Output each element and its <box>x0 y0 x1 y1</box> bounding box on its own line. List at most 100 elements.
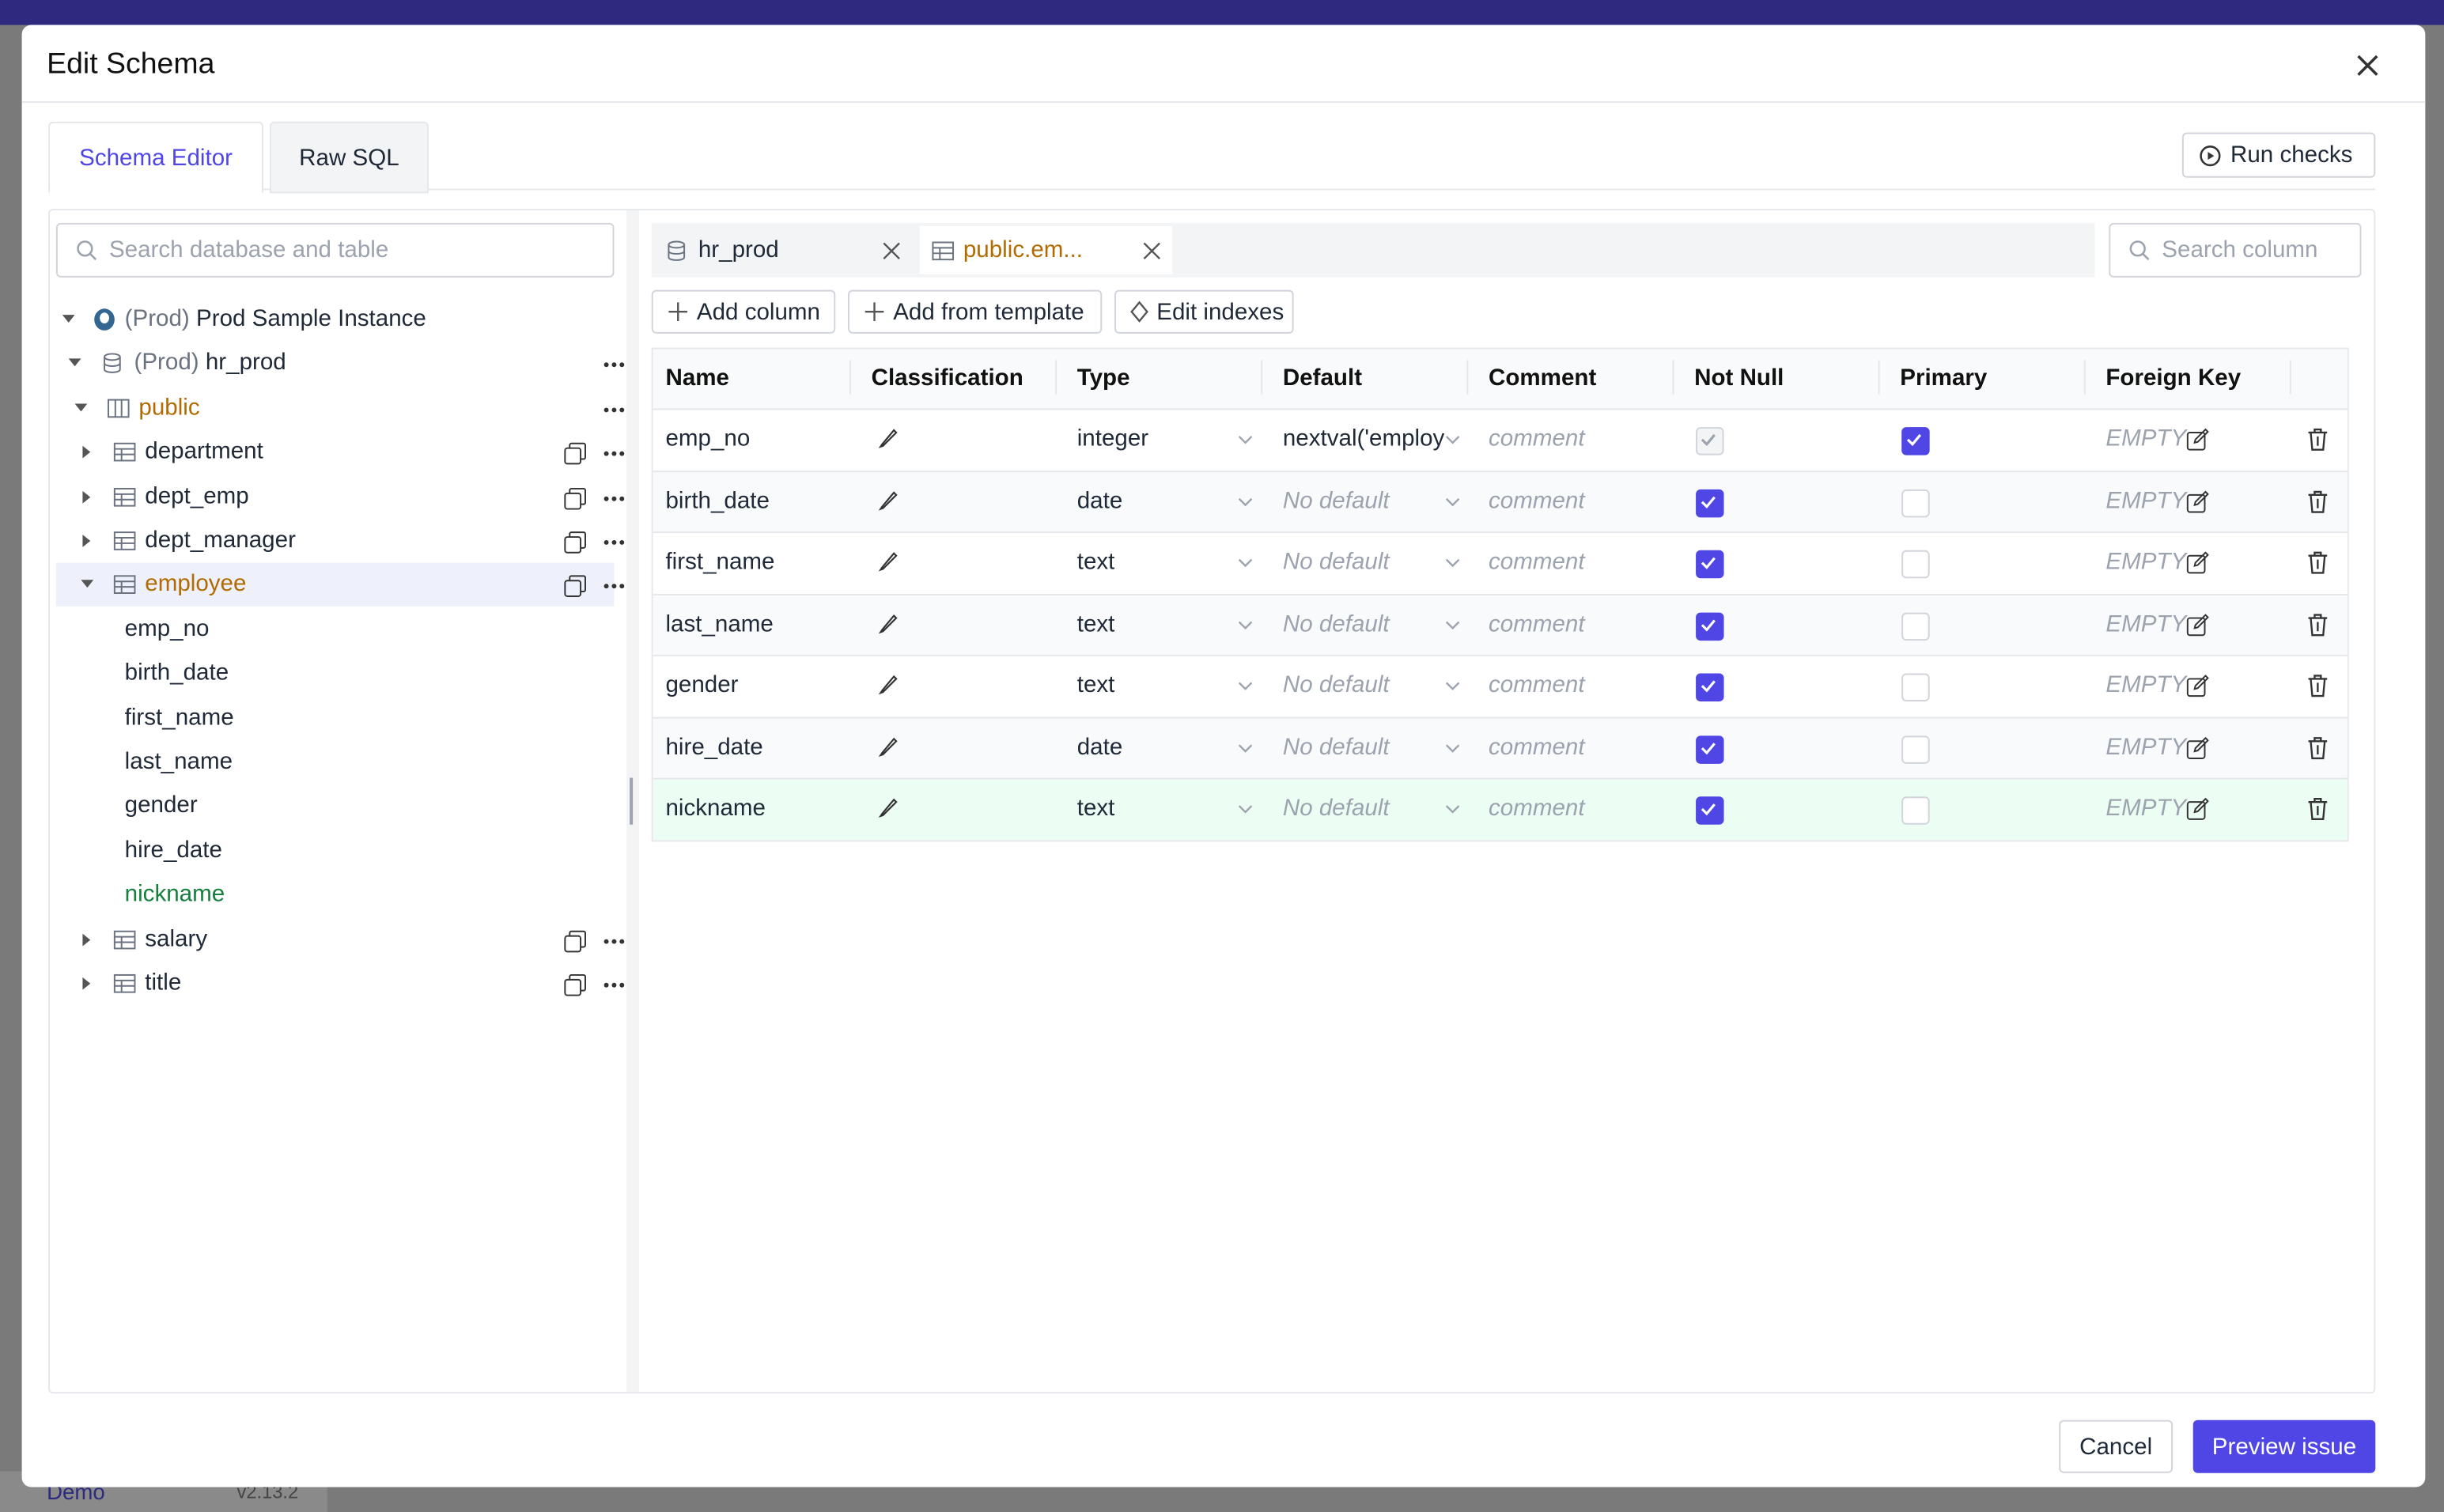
classification-edit <box>878 798 898 818</box>
node-name: first_name <box>124 704 234 731</box>
tab[interactable]: Raw SQL <box>269 121 429 194</box>
tree-node[interactable]: title <box>56 962 625 1005</box>
tree-node[interactable]: gender <box>56 784 614 828</box>
not-null-checkbox[interactable] <box>1696 796 1724 825</box>
primary-checkbox[interactable] <box>1901 735 1930 763</box>
run-checks-button[interactable]: Run checks <box>2181 132 2376 178</box>
not-null-checkbox[interactable] <box>1696 735 1724 763</box>
primary-checkbox[interactable] <box>1901 550 1930 579</box>
tree-node[interactable]: hire_date <box>56 829 614 872</box>
tree-label: hire_date <box>125 837 222 864</box>
primary-checkbox[interactable] <box>1901 796 1930 825</box>
column-default[interactable]: No default <box>1282 795 1390 822</box>
toolbar-button[interactable]: Add from template <box>848 289 1103 334</box>
tree-arrow <box>81 490 93 503</box>
button-label: Add column <box>696 298 820 325</box>
column-comment[interactable]: comment <box>1488 548 1585 576</box>
not-null-checkbox[interactable] <box>1696 488 1724 517</box>
button-icon-graphic <box>864 302 884 322</box>
table-row <box>653 716 2348 778</box>
column-default[interactable]: nextval('employ <box>1282 425 1445 452</box>
close-button[interactable] <box>2357 55 2379 77</box>
primary-checkbox[interactable] <box>1901 427 1930 455</box>
tree-label: (Prod) Prod Sample Instance <box>125 305 426 332</box>
column-type[interactable]: text <box>1076 548 1115 576</box>
tree-node[interactable]: employee <box>55 563 625 607</box>
node-name: salary <box>145 925 208 952</box>
tree-icon <box>113 928 136 951</box>
delete-button <box>2308 736 2328 759</box>
more-button-graphic <box>603 938 625 943</box>
tree-node[interactable]: birth_date <box>56 652 614 695</box>
tree-arrow-graphic <box>82 977 91 990</box>
tab-close-graphic <box>883 242 900 260</box>
column-default[interactable]: No default <box>1282 610 1390 637</box>
not-null-checkbox[interactable] <box>1696 611 1724 641</box>
column-comment[interactable]: comment <box>1488 671 1585 699</box>
copy-button <box>564 973 586 996</box>
column-type[interactable]: date <box>1076 486 1123 514</box>
type-dropdown <box>1238 435 1254 444</box>
column-comment[interactable]: comment <box>1488 733 1585 760</box>
not-null-checkbox[interactable] <box>1696 673 1724 702</box>
toolbar-button[interactable]: Edit indexes <box>1114 289 1294 334</box>
primary-checkbox[interactable] <box>1901 611 1930 641</box>
editor-tab[interactable]: public.em... <box>919 225 1172 274</box>
type-dropdown <box>1238 804 1254 814</box>
tree-node[interactable]: first_name <box>56 696 614 739</box>
tree-node[interactable]: nickname <box>56 873 614 917</box>
column-type[interactable]: text <box>1076 610 1115 637</box>
tree-node[interactable]: last_name <box>56 740 614 784</box>
column-type[interactable]: date <box>1076 733 1123 760</box>
column-search[interactable]: Search column <box>2109 222 2362 278</box>
button-icon-graphic <box>1130 301 1148 323</box>
column-type[interactable]: text <box>1076 795 1115 822</box>
primary-checkbox[interactable] <box>1901 488 1930 517</box>
tree-arrow-graphic <box>82 932 91 946</box>
tree-node[interactable]: (Prod) hr_prod <box>56 342 625 385</box>
preview-button[interactable]: Preview issue <box>2192 1419 2376 1473</box>
column-default[interactable]: No default <box>1282 671 1390 699</box>
node-name: birth_date <box>124 660 229 686</box>
column-default[interactable]: No default <box>1282 486 1390 514</box>
classification-edit <box>878 490 898 510</box>
delete-button-graphic <box>2308 675 2328 697</box>
splitter[interactable] <box>626 210 639 1393</box>
tree-label: emp_no <box>125 615 210 642</box>
tree-node[interactable]: dept_emp <box>56 474 625 518</box>
column-comment[interactable]: comment <box>1488 795 1585 822</box>
tree-arrow <box>81 977 93 990</box>
tree-node[interactable]: (Prod) Prod Sample Instance <box>56 297 614 341</box>
column-default[interactable]: No default <box>1282 548 1390 576</box>
divider <box>21 101 2426 104</box>
column-type[interactable]: integer <box>1076 425 1149 452</box>
env-prefix: (Prod) <box>134 350 199 376</box>
column-comment[interactable]: comment <box>1488 486 1585 514</box>
copy-button-graphic <box>564 576 586 598</box>
tree-label: dept_manager <box>145 527 296 554</box>
tree-node[interactable]: department <box>56 430 625 474</box>
tree-arrow-graphic <box>82 446 91 459</box>
editor-tab[interactable]: hr_prod <box>655 226 912 274</box>
tree-node[interactable]: public <box>56 386 625 429</box>
column-comment[interactable]: comment <box>1488 610 1585 637</box>
column-comment[interactable]: comment <box>1488 425 1585 452</box>
default-dropdown <box>1445 435 1461 444</box>
tree-node[interactable]: emp_no <box>56 607 614 651</box>
tree-node[interactable]: salary <box>56 917 625 961</box>
cancel-button[interactable]: Cancel <box>2059 1419 2173 1473</box>
tree-search[interactable]: Search database and table <box>55 222 615 278</box>
tab[interactable]: Schema Editor <box>48 121 264 194</box>
column-default[interactable]: No default <box>1282 733 1390 760</box>
table-row <box>653 593 2348 655</box>
tree-node[interactable]: dept_manager <box>56 519 625 562</box>
node-name: title <box>145 970 182 996</box>
toolbar-button[interactable]: Add column <box>651 289 836 334</box>
default-dropdown <box>1445 681 1461 690</box>
column-name: emp_no <box>665 425 751 452</box>
primary-checkbox[interactable] <box>1901 673 1930 702</box>
not-null-checkbox[interactable] <box>1696 550 1724 579</box>
column-header: Type <box>1076 365 1130 391</box>
column-type[interactable]: text <box>1076 671 1115 699</box>
default-dropdown-graphic <box>1445 743 1460 752</box>
